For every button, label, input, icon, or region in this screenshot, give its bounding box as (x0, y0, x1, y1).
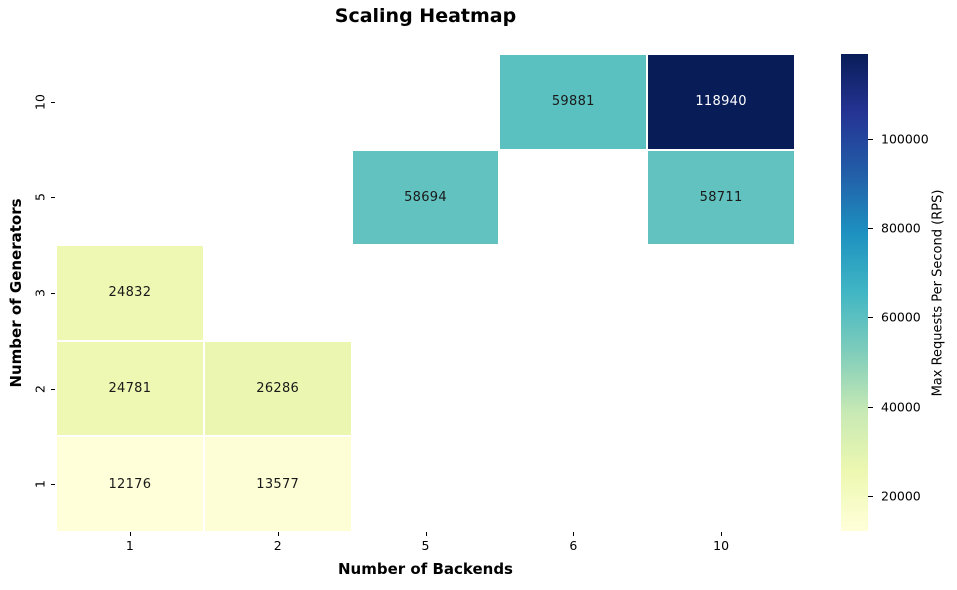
cell-value: 12176 (108, 476, 152, 492)
cell-value: 58711 (699, 189, 743, 205)
heatmap-cell: 24832 (57, 246, 203, 340)
colorbar-tick-label: 40000 (881, 399, 921, 415)
colorbar-tick-mark (868, 138, 873, 140)
y-tick-label: 1 (32, 480, 48, 489)
cell-value: 58694 (404, 189, 447, 205)
heatmap-cell: 13577 (204, 437, 351, 531)
x-tick-label: 5 (421, 538, 430, 553)
colorbar: 20000 40000 60000 80000 100000 (841, 54, 929, 531)
x-tick-label: 2 (273, 538, 282, 553)
y-tick-mark (51, 101, 55, 103)
cell-value: 24832 (108, 285, 152, 301)
colorbar-tick-mark (868, 496, 873, 498)
heatmap-cell: 59881 (500, 55, 647, 149)
x-tick-mark (129, 532, 131, 536)
chart-title: Scaling Heatmap (334, 5, 517, 27)
cell-value: 24781 (108, 381, 152, 397)
colorbar-tick-label: 20000 (881, 488, 921, 504)
heatmap-cell: 58711 (648, 150, 794, 245)
x-tick-mark (573, 532, 575, 536)
y-tick-mark (51, 484, 55, 486)
y-tick-label: 3 (32, 289, 48, 297)
cell-value: 13577 (256, 476, 300, 492)
x-tick-label: 1 (125, 538, 134, 553)
colorbar-tick-mark (868, 317, 873, 319)
colorbar-tick-label: 100000 (881, 131, 929, 147)
x-tick-mark (425, 532, 427, 536)
heatmap-cell: 118940 (648, 55, 794, 149)
cell-value: 59881 (551, 94, 595, 110)
colorbar-tick-mark (868, 227, 873, 229)
cell-value: 118940 (695, 94, 747, 110)
y-tick-mark (51, 197, 55, 199)
heatmap-cell: 24781 (57, 341, 203, 436)
y-tick-mark (51, 293, 55, 294)
colorbar-tick-mark (868, 406, 873, 408)
x-tick-mark (277, 532, 279, 536)
x-tick-label: 6 (569, 538, 578, 553)
y-tick-mark (51, 388, 55, 390)
x-tick-mark (721, 532, 723, 536)
colorbar-label: Max Requests Per Second (RPS) (930, 189, 946, 397)
heatmap-cell: 12176 (57, 437, 203, 531)
cell-value: 26286 (256, 381, 300, 397)
colorbar-tick-label: 60000 (881, 309, 921, 325)
heatmap-cell: 26286 (204, 341, 351, 436)
y-tick-label: 5 (32, 193, 48, 202)
y-tick-label: 2 (32, 384, 48, 393)
y-tick-label: 10 (32, 93, 48, 110)
colorbar-tick-label: 80000 (881, 220, 921, 236)
heatmap-plot-area: 59881 118940 58694 58711 24832 24781 26286 1217… (56, 54, 795, 532)
x-tick-label: 10 (713, 538, 730, 553)
x-axis-label: Number of Backends (338, 560, 513, 578)
heatmap-cell: 58694 (352, 150, 499, 245)
y-axis-label: Number of Generators (7, 198, 25, 388)
